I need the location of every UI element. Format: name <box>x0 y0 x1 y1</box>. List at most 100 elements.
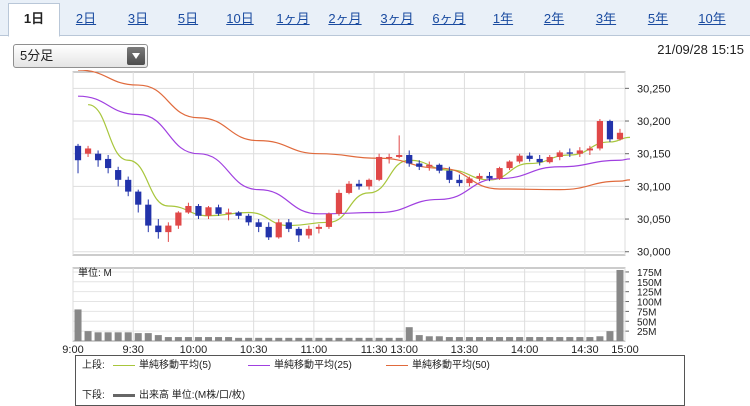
tab-3month[interactable]: 3ヶ月 <box>380 11 414 26</box>
volume-bar <box>556 337 564 341</box>
candle-body <box>155 225 162 233</box>
tab-1year[interactable]: 1年 <box>492 11 514 26</box>
volume-bar <box>245 337 253 341</box>
tab-1day[interactable]: 1日 <box>8 3 60 37</box>
volume-bar <box>475 337 483 341</box>
volume-bar <box>325 337 333 341</box>
candle-body <box>566 152 573 154</box>
time-tick-label: 10:00 <box>180 344 208 355</box>
volume-bar <box>275 337 283 341</box>
tab-1month[interactable]: 1ヶ月 <box>276 11 310 26</box>
candle-body <box>396 155 403 157</box>
tab-2month[interactable]: 2ヶ月 <box>328 11 362 26</box>
timestamp: 21/09/28 15:15 <box>657 42 744 57</box>
time-tick-label: 13:30 <box>451 344 479 355</box>
volume-bar <box>194 337 202 341</box>
volume-bar <box>204 337 213 341</box>
candle-body <box>135 191 142 205</box>
moving-average-lines <box>78 70 631 227</box>
volume-bar <box>84 331 92 341</box>
price-y-axis: 30,000 30,050 30,100 30,150 30,200 30,250 <box>625 83 671 259</box>
volume-bar <box>415 335 423 341</box>
tab-3day[interactable]: 3日 <box>127 11 149 26</box>
tab-3year[interactable]: 3年 <box>595 11 617 26</box>
candle-body <box>255 222 262 227</box>
candle-body <box>315 226 323 229</box>
price-tick-label: 30,150 <box>637 149 671 161</box>
volume-tick-label: 125M <box>637 288 662 299</box>
candle-body <box>94 153 102 161</box>
time-tick-label: 9:30 <box>123 344 144 355</box>
tab-2year[interactable]: 2年 <box>543 11 565 26</box>
candle-body <box>165 225 172 233</box>
legend-ma25-swatch <box>248 364 270 366</box>
candle-body <box>195 205 202 216</box>
chart-legend: 上段: 単純移動平均(5) 単純移動平均(25) 単純移動平均(50) 下段: … <box>75 355 685 406</box>
volume-grid <box>72 267 626 342</box>
tab-5year[interactable]: 5年 <box>647 11 669 26</box>
volume-bar <box>616 269 624 341</box>
candle-body <box>74 145 82 161</box>
price-grid <box>72 71 626 256</box>
legend-ma50: 単純移動平均(50) <box>386 359 490 373</box>
volume-bar <box>365 337 373 341</box>
volume-bar <box>144 333 152 341</box>
candle-body <box>386 156 393 158</box>
volume-bar <box>265 337 273 341</box>
time-tick-label: 11:00 <box>301 344 328 355</box>
candle-body <box>345 183 353 193</box>
candle-body <box>456 179 463 184</box>
volume-bar <box>546 337 554 341</box>
volume-unit-label: 単位: M <box>78 266 112 279</box>
volume-bar <box>164 337 172 341</box>
volume-bar <box>94 332 102 341</box>
candle-body <box>115 170 122 180</box>
price-tick-label: 30,000 <box>637 247 671 259</box>
legend-volume-label: 出来高 単位:(M株/口/枚) <box>139 390 246 401</box>
volume-bar <box>124 332 132 341</box>
legend-upper-row: 上段: 単純移動平均(5) 単純移動平均(25) 単純移動平均(50) <box>76 359 684 373</box>
volume-bar <box>435 336 443 341</box>
price-tick-label: 30,200 <box>637 116 671 128</box>
volume-bar <box>405 327 413 341</box>
time-tick-label: 9:00 <box>62 344 83 355</box>
volume-bar <box>526 337 534 341</box>
volume-bar <box>375 337 383 341</box>
time-tick-label: 13:00 <box>390 344 418 355</box>
legend-ma50-swatch <box>386 364 408 366</box>
candlesticks <box>74 119 624 242</box>
candle-body <box>275 222 282 238</box>
tab-10day[interactable]: 10日 <box>226 11 254 26</box>
volume-bar <box>335 337 343 341</box>
volume-bar <box>445 337 453 341</box>
volume-bar <box>355 337 363 341</box>
candle-body <box>486 175 493 179</box>
candle-body <box>225 212 232 214</box>
candle-body <box>606 121 614 140</box>
candle-body <box>175 212 182 226</box>
volume-bar <box>596 336 604 341</box>
chevron-down-icon <box>127 47 145 65</box>
volume-tick-label: 75M <box>637 307 656 318</box>
candle-body <box>215 207 222 214</box>
volume-bar <box>134 333 142 341</box>
volume-bar <box>455 337 463 341</box>
legend-ma5: 単純移動平均(5) <box>113 359 211 373</box>
volume-tick-label: 50M <box>637 317 656 328</box>
volume-panel-frame <box>72 267 626 342</box>
volume-bar <box>255 337 263 341</box>
candle-body <box>406 155 413 164</box>
tab-2day[interactable]: 2日 <box>75 11 97 26</box>
candle-body <box>105 158 112 169</box>
candle-body <box>556 152 563 157</box>
interval-select[interactable]: 5分足 <box>13 44 148 68</box>
tab-5day[interactable]: 5日 <box>177 11 199 26</box>
volume-bar <box>395 337 403 341</box>
time-tick-label: 14:00 <box>511 344 539 355</box>
legend-ma50-label: 単純移動平均(50) <box>412 360 490 371</box>
tab-10year[interactable]: 10年 <box>698 11 726 26</box>
candle-body <box>84 148 92 154</box>
candle-body <box>586 148 593 151</box>
volume-bar <box>606 331 614 341</box>
tab-6month[interactable]: 6ヶ月 <box>432 11 466 26</box>
